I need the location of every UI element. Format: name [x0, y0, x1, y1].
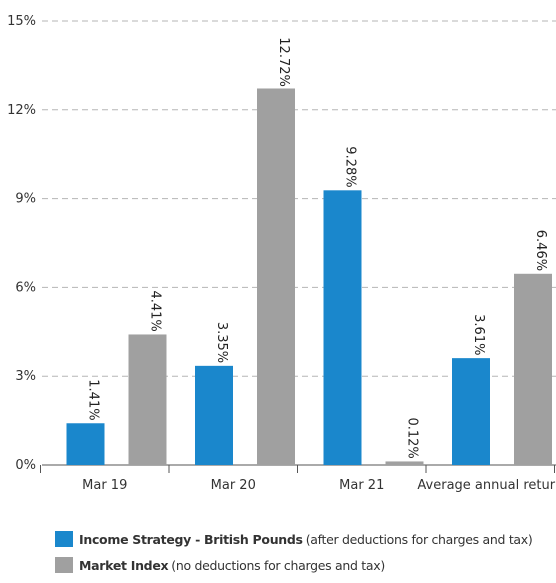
legend-swatch-market-index	[55, 557, 73, 573]
bar-income-strategy	[452, 358, 490, 465]
bar-data-label: 0.12%	[405, 417, 420, 458]
bar-income-strategy	[66, 423, 105, 465]
y-tick-label: 0%	[15, 458, 36, 473]
legend-label-income-strategy: Income Strategy - British Pounds	[79, 531, 303, 547]
bar-market-index	[128, 334, 167, 465]
legend-label-market-index: Market Index	[79, 557, 169, 573]
legend-item-income-strategy: Income Strategy - British Pounds (after …	[55, 531, 533, 547]
bar-income-strategy	[195, 365, 233, 465]
x-category-label: Mar 20	[211, 478, 256, 493]
x-category-label: Average annual return	[417, 478, 556, 493]
bar-data-label: 3.35%	[214, 322, 229, 363]
legend-note-market-index: (no deductions for charges and tax)	[171, 557, 385, 573]
legend-note-income-strategy: (after deductions for charges and tax)	[305, 531, 533, 547]
bar-market-index	[514, 273, 552, 465]
bar-market-index	[257, 88, 295, 465]
y-tick-label: 3%	[15, 369, 36, 384]
bar-market-index	[385, 461, 424, 465]
x-category-label: Mar 19	[82, 478, 127, 493]
y-tick-label: 6%	[15, 280, 36, 295]
bar-data-label: 9.28%	[343, 146, 358, 187]
y-tick-label: 12%	[7, 103, 36, 118]
legend-swatch-income-strategy	[55, 531, 73, 547]
bar-data-label: 12.72%	[276, 37, 291, 87]
bar-income-strategy	[323, 190, 362, 465]
y-tick-label: 15%	[7, 14, 36, 29]
legend-item-market-index: Market Index (no deductions for charges …	[55, 557, 532, 573]
legend: Income Strategy - British Pounds (after …	[55, 531, 533, 583]
bar-data-label: 6.46%	[533, 230, 548, 271]
bar-data-label: 1.41%	[86, 379, 101, 420]
bar-data-label: 4.41%	[148, 290, 163, 331]
y-tick-label: 9%	[15, 192, 36, 207]
x-category-label: Mar 21	[339, 478, 384, 493]
bar-data-label: 3.61%	[471, 314, 486, 355]
